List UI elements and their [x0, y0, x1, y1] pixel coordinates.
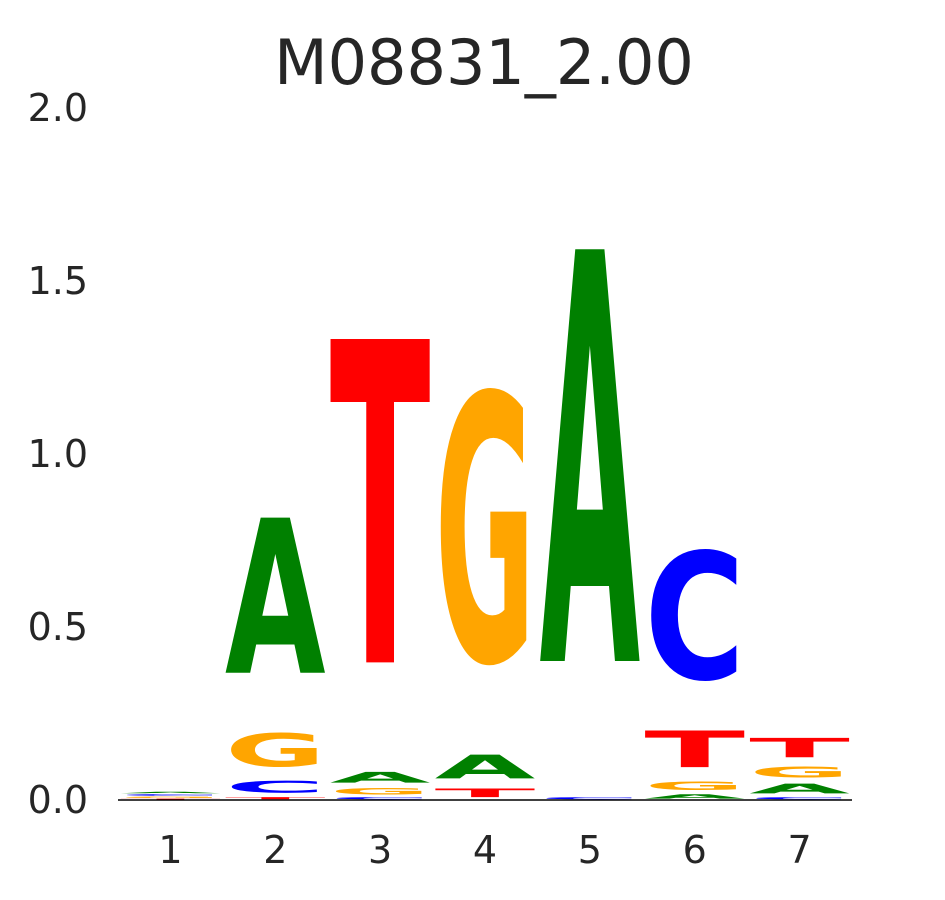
logo-letter-c: C [120, 794, 221, 796]
logo-letter-a: A [644, 793, 745, 800]
y-tick-label: 1.5 [28, 259, 88, 303]
logo-letter-a: A [749, 781, 850, 797]
logo-letter-a: A [120, 791, 221, 793]
y-tick-label: 2.0 [28, 86, 88, 130]
x-tick-label: 5 [578, 828, 602, 872]
logo-letter-g: G [749, 764, 850, 781]
logo-letter-t: T [644, 721, 745, 779]
logo-letter-t: T [225, 797, 326, 800]
x-axis: 1 2 3 4 5 6 7 [158, 828, 811, 872]
logo-letter-a: A [330, 769, 431, 786]
y-tick-label: 0.0 [28, 778, 88, 822]
logo-letter-c: C [644, 517, 745, 720]
chart-title: M08831_2.00 [274, 26, 694, 99]
logo-letter-g: G [435, 321, 536, 748]
x-tick-label: 6 [683, 828, 707, 872]
logo-letter-c: C [225, 778, 326, 797]
logo-letter-c: C [330, 797, 431, 800]
logo-letter-g: G [120, 796, 221, 798]
x-tick-label: 7 [787, 828, 811, 872]
y-tick-label: 0.5 [28, 605, 88, 649]
logo-letter-t: T [330, 250, 431, 767]
logo-letter-a: A [540, 137, 642, 794]
x-tick-label: 2 [263, 828, 287, 872]
logo-letter-a: A [435, 748, 536, 786]
logo-letter-g: G [330, 786, 431, 796]
x-tick-label: 4 [473, 828, 497, 872]
logo-letter-c: C [540, 797, 641, 800]
logo-letter-t: T [749, 733, 850, 764]
logo-letter-t: T [435, 786, 536, 800]
logo-letter-t: T [120, 798, 221, 800]
y-tick-label: 1.0 [28, 432, 88, 476]
logo-letter-c: C [749, 797, 850, 800]
x-tick-label: 3 [368, 828, 392, 872]
y-axis: 0.0 0.5 1.0 1.5 2.0 [28, 86, 88, 822]
x-tick-label: 1 [158, 828, 182, 872]
logo-letter-g: G [644, 779, 745, 793]
logo-letter-a: A [225, 475, 326, 724]
logo-letter-g: G [225, 724, 326, 777]
